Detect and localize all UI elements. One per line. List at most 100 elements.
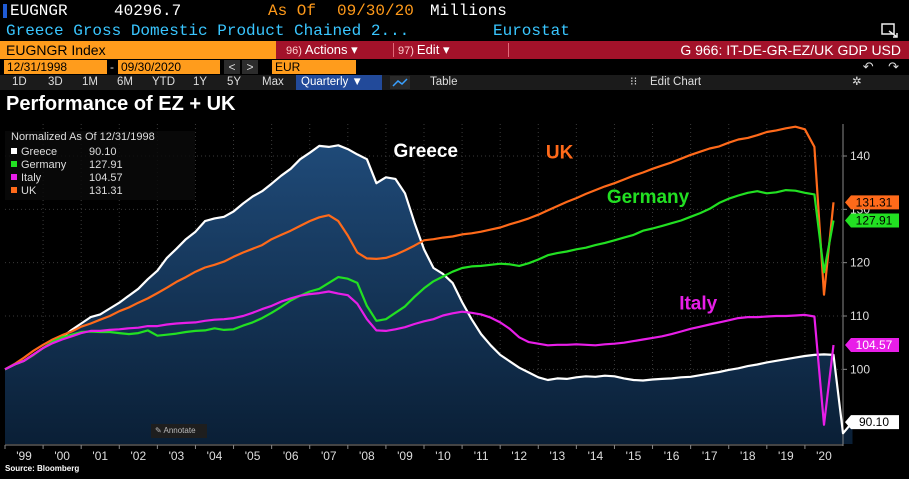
legend-name: Greece (21, 146, 58, 158)
series-line-uk (4, 125, 835, 371)
end-value-tag-text: 131.31 (856, 195, 893, 209)
series-label-germany: Germany (607, 187, 690, 208)
popout-icon[interactable] (881, 23, 899, 39)
edit-button[interactable]: 97) Edit ▾ (398, 41, 449, 59)
legend-value: 90.10 (89, 146, 117, 158)
legend-name: UK (21, 185, 37, 197)
currency-field[interactable]: EUR (272, 60, 356, 74)
range-1m[interactable]: 1M (82, 76, 98, 88)
x-tick-label: '08 (359, 449, 375, 463)
y-tick-label: 120 (850, 256, 870, 270)
as-of-label: As Of (268, 2, 317, 20)
date-range-dash: - (110, 60, 114, 74)
description-line: Greece Gross Domestic Product Chained 2.… (0, 21, 909, 41)
graph-title: G 966: IT-DE-GR-EZ/UK GDP USD (680, 42, 901, 58)
legend-item-uk: UK 131.31 (11, 185, 123, 198)
x-tick-label: '20 (816, 449, 832, 463)
unit-label: Millions (430, 2, 507, 20)
range-1d[interactable]: 1D (12, 76, 27, 88)
security-marker (3, 4, 7, 18)
chart-toolbar: 1D 3D 1M 6M YTD 1Y 5Y Max Quarterly ▼ Ta… (0, 75, 909, 90)
source-name: Eurostat (493, 22, 570, 40)
command-bar: EUGNGR Index 96) Actions ▾ 97) Edit ▾ G 96… (0, 41, 909, 59)
security-header: EUGNGR 40296.7 As Of 09/30/20 Millions (0, 0, 909, 22)
next-period-icon[interactable]: > (242, 60, 258, 74)
performance-chart: 100110120130140'99'00'01'02'03'04'05'06'… (4, 124, 899, 463)
x-tick-label: '15 (626, 449, 642, 463)
x-tick-label: '14 (588, 449, 604, 463)
end-value-tag-text: 104.57 (856, 338, 893, 352)
end-value-tag-bg (845, 213, 899, 228)
range-1y[interactable]: 1Y (193, 76, 208, 88)
end-value-tag-uk: 131.31 (845, 195, 899, 210)
series-line-germany (4, 189, 835, 371)
x-tick-label: '11 (474, 449, 489, 463)
settings-gear-icon[interactable]: ✲ (852, 76, 862, 88)
undo-redo-icons[interactable]: ↶ ↷ (862, 59, 899, 74)
x-tick-label: '13 (549, 449, 565, 463)
edit-dropdown-icon: ▾ (442, 42, 450, 57)
end-value-tag-italy: 104.57 (845, 337, 899, 352)
annotate-button[interactable]: ✎ Annotate (151, 424, 207, 438)
end-value-tag-bg (845, 415, 899, 430)
legend-swatch (11, 187, 17, 193)
range-5y[interactable]: 5Y (227, 76, 242, 88)
x-tick-label: '04 (207, 449, 223, 463)
legend-header: Normalized As Of 12/31/1998 (11, 131, 155, 143)
legend-value: 127.91 (89, 159, 123, 171)
range-ytd[interactable]: YTD (152, 76, 175, 88)
line-chart-icon[interactable] (390, 76, 410, 89)
ticker-code: EUGNGR (10, 2, 68, 20)
series-line-italy (4, 290, 835, 426)
legend-swatch (11, 161, 17, 167)
end-date-field[interactable]: 09/30/2020 (118, 60, 220, 74)
last-value: 40296.7 (114, 2, 182, 20)
as-of-date: 09/30/20 (337, 2, 414, 20)
legend-item-italy: Italy 104.57 (11, 172, 123, 185)
actions-label: Actions (304, 42, 348, 57)
x-tick-label: '05 (245, 449, 261, 463)
x-tick-label: '10 (435, 449, 451, 463)
table-button[interactable]: Table (430, 76, 458, 88)
x-tick-label: '03 (169, 449, 185, 463)
edit-chart-icon[interactable]: ⁝⁝ (630, 76, 638, 88)
date-bar: 12/31/1998 - 09/30/2020 < > EUR ↶ ↷ (0, 59, 909, 75)
command-divider (393, 43, 394, 57)
y-tick-label: 140 (850, 149, 870, 163)
x-tick-label: '16 (664, 449, 680, 463)
frequency-dropdown-icon: ▼ (351, 76, 363, 88)
legend-item-greece: Greece 90.10 (11, 146, 117, 159)
legend-swatch (11, 174, 17, 180)
series-label-italy: Italy (679, 294, 717, 315)
x-tick-label: '09 (397, 449, 413, 463)
page-title: Performance of EZ + UK (6, 93, 236, 115)
range-6m[interactable]: 6M (117, 76, 133, 88)
x-tick-label: '19 (778, 449, 794, 463)
end-value-tag-text: 90.10 (859, 415, 889, 429)
end-value-tag-bg (845, 337, 899, 352)
edit-chart-button[interactable]: Edit Chart (650, 76, 702, 88)
actions-shortcut: 96) (286, 45, 302, 57)
security-field[interactable]: EUGNGR Index (0, 41, 276, 59)
greece-area-fill (5, 145, 853, 445)
legend-name: Germany (21, 159, 67, 171)
x-tick-label: '07 (321, 449, 337, 463)
prev-period-icon[interactable]: < (224, 60, 240, 74)
series-label-uk: UK (546, 143, 574, 164)
x-tick-label: '17 (702, 449, 718, 463)
frequency-dropdown[interactable]: Quarterly ▼ (296, 75, 382, 90)
series-line-greece (4, 144, 854, 435)
start-date-field[interactable]: 12/31/1998 (4, 60, 107, 74)
x-tick-label: '12 (511, 449, 527, 463)
range-max[interactable]: Max (262, 76, 284, 88)
x-tick-label: '02 (130, 449, 146, 463)
legend-value: 104.57 (89, 172, 123, 184)
end-value-tag-text: 127.91 (856, 213, 893, 227)
chart-legend: Normalized As Of 12/31/1998 Greece 90.10 … (5, 131, 195, 200)
source-note: Source: Bloomberg (5, 464, 80, 473)
actions-button[interactable]: 96) Actions ▾ (286, 41, 358, 59)
series-label-greece: Greece (394, 141, 458, 162)
range-3d[interactable]: 3D (48, 76, 63, 88)
x-tick-label: '00 (54, 449, 70, 463)
security-description: Greece Gross Domestic Product Chained 2.… (6, 22, 410, 40)
